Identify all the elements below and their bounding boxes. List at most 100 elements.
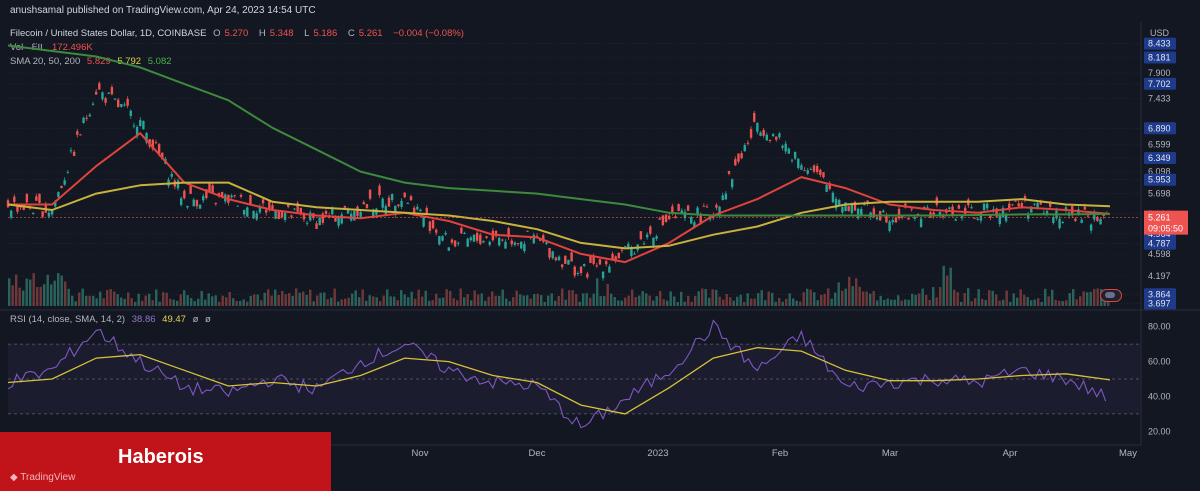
low-label: L 5.186 <box>304 28 341 39</box>
volume-bar <box>1016 297 1019 306</box>
volume-bar <box>407 297 410 306</box>
price-axis-label: 4.787 <box>1148 239 1171 249</box>
candle <box>727 171 731 174</box>
candle <box>850 204 854 214</box>
volume-bar <box>95 298 98 306</box>
volume-bar <box>190 298 193 306</box>
alert-badge-icon[interactable] <box>1100 289 1122 302</box>
volume-bar <box>708 297 711 306</box>
volume-bar <box>942 265 945 306</box>
candle <box>1099 219 1102 225</box>
volume-bar <box>925 294 928 306</box>
volume-bar <box>1093 288 1096 306</box>
volume-bar <box>508 301 511 306</box>
candle <box>1089 224 1093 231</box>
volume-bar <box>442 297 445 306</box>
candle <box>510 240 513 245</box>
candle <box>979 211 983 221</box>
candle <box>290 215 293 217</box>
low-key: L <box>304 28 310 39</box>
volume-bar <box>351 293 354 306</box>
candle <box>214 203 218 205</box>
candle <box>756 122 759 132</box>
volume-bar <box>1089 291 1092 306</box>
volume-bar <box>421 296 424 306</box>
candle <box>117 99 120 108</box>
candle <box>822 172 825 178</box>
candle <box>815 166 819 172</box>
volume-bar <box>939 287 942 306</box>
volume-bar <box>799 301 802 306</box>
volume-bar <box>795 300 798 306</box>
candle <box>31 213 35 215</box>
volume-bar <box>1044 288 1047 306</box>
volume-bar <box>575 294 578 306</box>
candle <box>394 205 397 215</box>
sma-legend[interactable]: SMA 20, 50, 200 5.829 5.792 5.082 <box>10 56 176 67</box>
currency-label[interactable]: USD <box>1150 28 1170 38</box>
volume-bar <box>512 297 515 306</box>
price-label-bg <box>1144 237 1176 250</box>
rsi-legend[interactable]: RSI (14, close, SMA, 14, 2) 38.86 49.47 … <box>10 314 215 325</box>
candle <box>809 168 813 170</box>
volume-bar <box>116 294 119 306</box>
volume-bar <box>690 301 693 306</box>
candle <box>923 206 926 208</box>
candle <box>897 208 901 219</box>
volume-bar <box>428 300 431 306</box>
candle <box>372 209 375 218</box>
volume-bar <box>403 294 406 306</box>
volume-bar <box>106 289 109 306</box>
volume-bar <box>935 297 938 306</box>
volume-bar <box>375 297 378 306</box>
candle <box>652 237 655 246</box>
candle <box>208 183 211 193</box>
candle <box>189 186 192 194</box>
volume-bar <box>43 284 46 306</box>
candle <box>293 208 296 210</box>
candle <box>888 221 891 231</box>
candle <box>151 139 155 150</box>
candle <box>1061 222 1064 224</box>
candle <box>803 170 806 172</box>
volume-bar <box>354 290 357 306</box>
volume-bar <box>263 292 266 306</box>
volume-bar <box>78 292 81 306</box>
volume-bar <box>312 301 315 306</box>
volume-bar <box>386 289 389 306</box>
volume-bar <box>547 295 550 306</box>
tradingview-logo: ◆ TradingView <box>10 472 76 483</box>
volume-bar <box>109 289 112 306</box>
volume-bar <box>879 295 882 306</box>
price-axis-label: 8.433 <box>1148 39 1171 49</box>
candle <box>1011 204 1014 206</box>
candle <box>390 193 394 201</box>
volume-bar <box>1047 296 1050 306</box>
volume-bar <box>365 300 368 306</box>
candle <box>63 180 66 185</box>
volume-bar <box>1054 299 1057 306</box>
volume-bar <box>764 300 767 306</box>
volume-bar <box>515 290 518 306</box>
candle <box>41 211 44 217</box>
candle <box>680 210 683 213</box>
volume-bar <box>498 295 501 306</box>
volume-bar <box>666 300 669 306</box>
candle <box>1008 203 1011 210</box>
rsi-extra-2: ø <box>205 314 211 325</box>
candle <box>384 206 388 215</box>
candle <box>406 202 410 204</box>
volume-bar <box>11 285 14 306</box>
candle <box>891 220 894 223</box>
candle <box>1083 206 1087 210</box>
candle <box>611 253 614 261</box>
candle <box>183 190 186 199</box>
price-axis-label: 3.697 <box>1148 298 1171 308</box>
candle <box>1017 203 1020 207</box>
candle <box>834 198 838 209</box>
open-key: O <box>213 28 221 39</box>
volume-bar <box>155 289 158 306</box>
candle <box>1093 211 1096 220</box>
symbol-legend[interactable]: Filecoin / United States Dollar, 1D, COI… <box>10 28 468 39</box>
